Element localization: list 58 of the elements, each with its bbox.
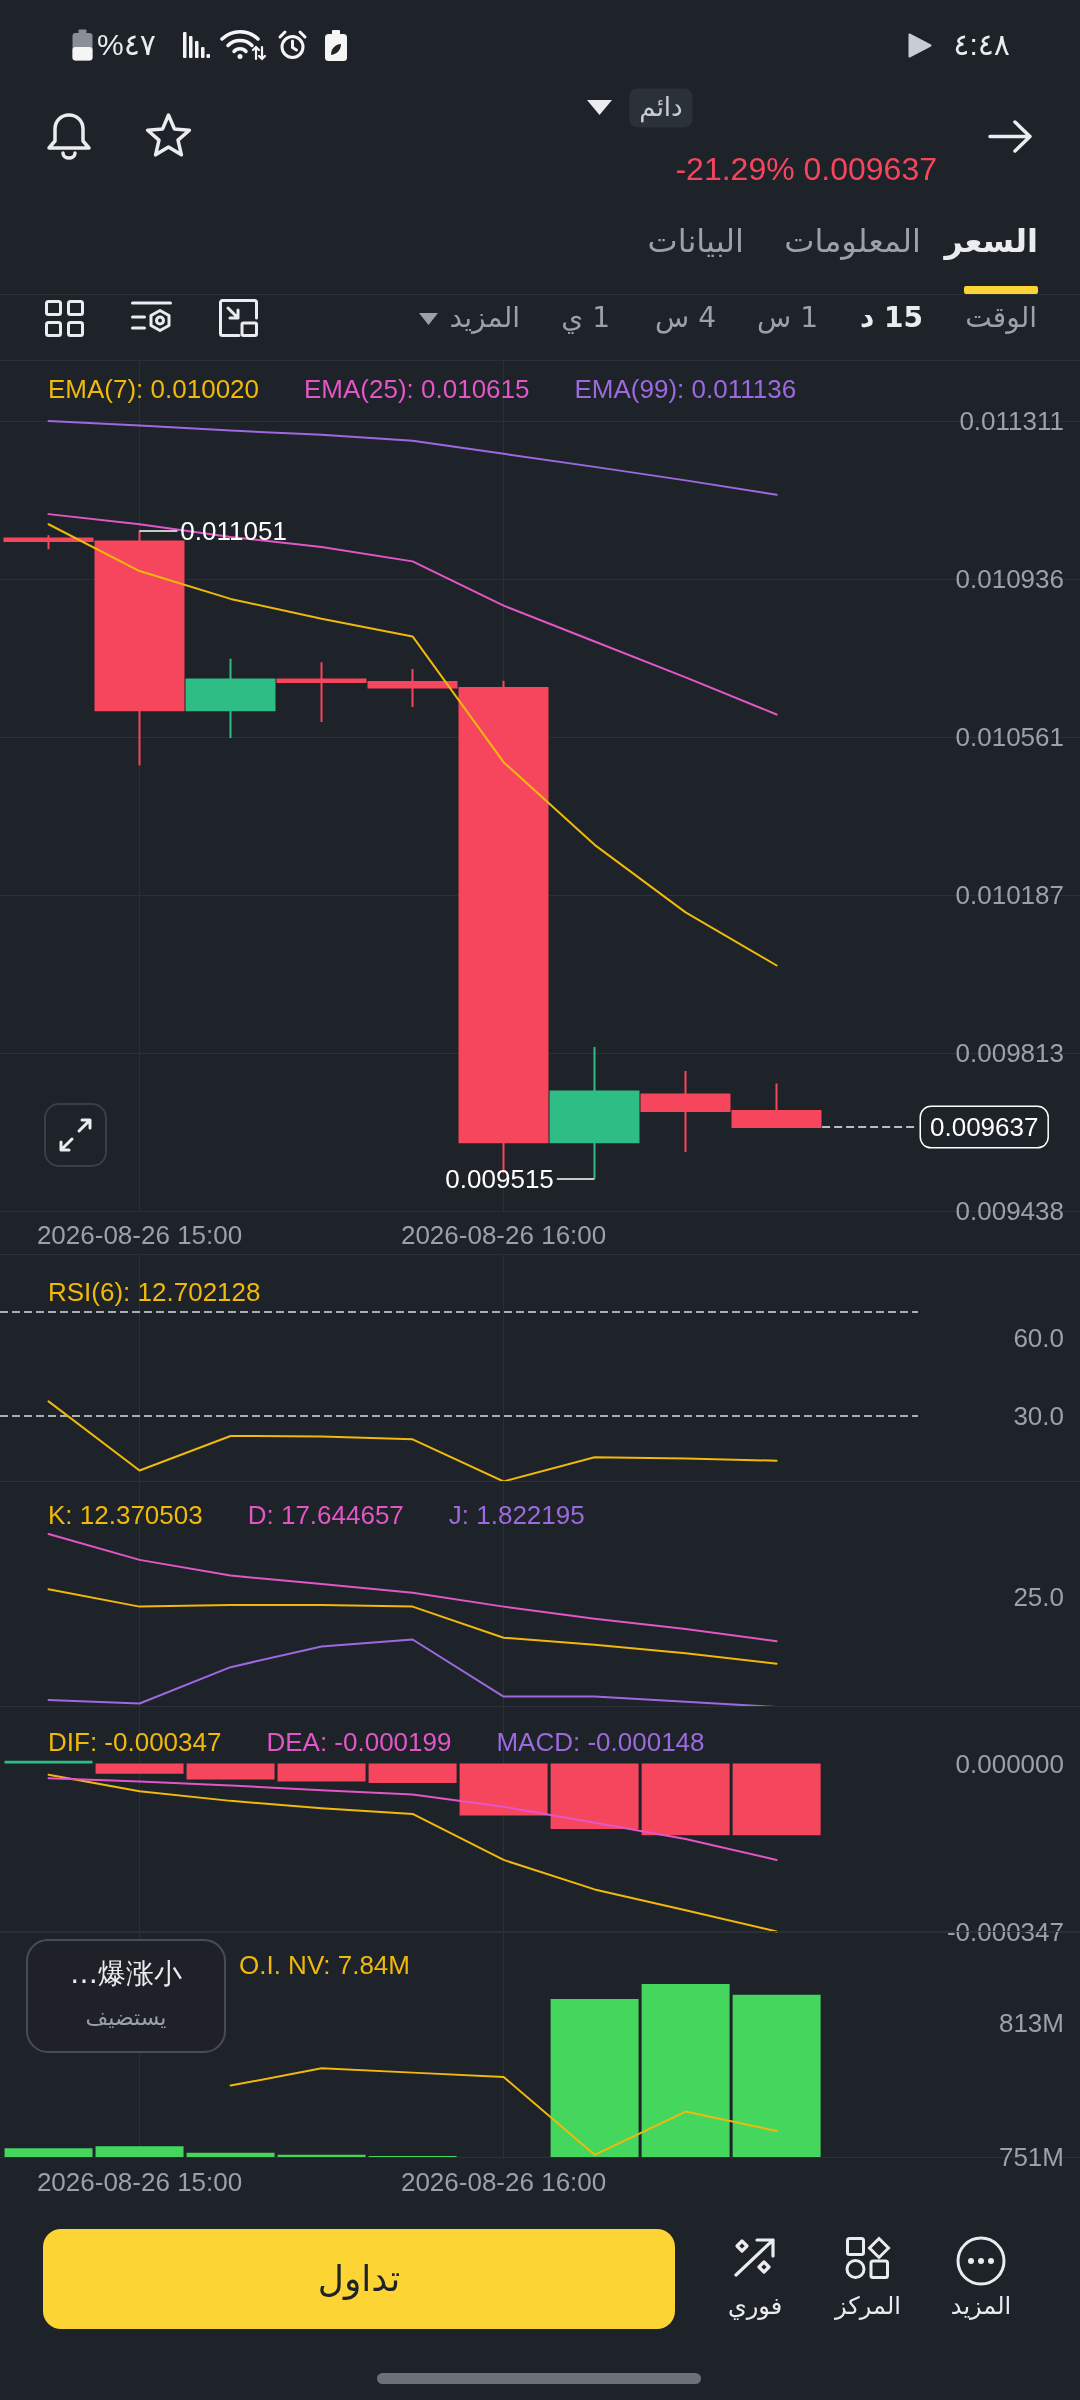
y-tick-label: 813M <box>998 2007 1064 2038</box>
text: EMA(25): 0.010615 <box>304 374 530 404</box>
annotation: 爆涨小… <box>70 1957 182 1991</box>
annotation: 25.0 <box>1013 1582 1065 1612</box>
x-tick-label: 2026-08-26 16:00 <box>400 2167 607 2197</box>
y-tick-label: -0.000347 <box>946 1916 1064 1947</box>
text: فوري <box>727 2291 783 2321</box>
text: J: 1.822195 <box>448 1500 585 1530</box>
series-label: MACD: -0.000148 <box>496 1727 705 1757</box>
line-series <box>47 419 778 496</box>
annotation: 0.011051 <box>180 515 287 546</box>
text: المركز <box>835 2291 901 2321</box>
y-tick-label: 0.010187 <box>955 880 1064 911</box>
ref-line-label: 0.009637 <box>930 1112 1039 1143</box>
text: 1 ي <box>561 301 610 335</box>
line-series <box>47 1773 778 1933</box>
text: %٤٧ <box>97 27 156 63</box>
text: الوقت <box>965 301 1037 335</box>
x-tick-label: 2026-08-26 16:00 <box>400 1220 607 1250</box>
text: البيانات <box>647 221 744 261</box>
x-tick-label: 2026-08-26 15:00 <box>36 2167 243 2197</box>
text: RSI(6): 12.702128 <box>48 1277 261 1307</box>
text: ٤:٤٨ <box>953 27 1010 63</box>
text: 1 س <box>757 301 818 335</box>
line-series <box>229 2067 778 2156</box>
series-label: DIF: -0.000347 <box>48 1727 222 1757</box>
y-tick-label: 0.010936 <box>955 564 1064 595</box>
y-tick-label: 60.0 <box>1013 1322 1064 1353</box>
y-tick-label: 0.010561 <box>955 722 1064 753</box>
y-tick-label: 30.0 <box>1013 1400 1064 1431</box>
line-series <box>47 1400 778 1482</box>
candlestick <box>185 657 276 740</box>
y-tick-label: 0.000000 <box>955 1748 1064 1779</box>
text: السعر <box>944 221 1038 261</box>
button: تداول <box>43 2229 675 2329</box>
text: المزيد <box>449 301 520 335</box>
annotation: يستضيف <box>85 2004 167 2032</box>
text: EMA(7): 0.010020 <box>48 374 260 404</box>
y-tick-label: 0.009813 <box>955 1037 1064 1068</box>
text: K: 12.370503 <box>48 1500 203 1530</box>
text: المزيد <box>950 2291 1012 2321</box>
annotation: 0.009515 <box>445 1163 554 1194</box>
y-tick-label: 0.009438 <box>955 1196 1064 1226</box>
line-series <box>47 1777 778 1861</box>
text: دائم <box>629 88 693 128</box>
text: 4 س <box>655 301 716 335</box>
line-series <box>47 523 778 967</box>
series-label: D: 17.644657 <box>247 1500 404 1530</box>
y-tick-label: 751M <box>998 2142 1064 2172</box>
text: المعلومات <box>784 221 921 261</box>
y-tick-label: 0.011311 <box>959 405 1064 436</box>
text: 15 د <box>859 301 923 335</box>
text: EMA(99): 0.011136 <box>574 374 797 404</box>
x-tick-label: 2026-08-26 15:00 <box>36 1220 243 1250</box>
series-label: DEA: -0.000199 <box>266 1727 452 1757</box>
text: O.I. NV: 7.84M <box>239 1950 410 1980</box>
line-series <box>47 513 778 716</box>
text: -21.29% 0.009637 <box>675 149 937 189</box>
